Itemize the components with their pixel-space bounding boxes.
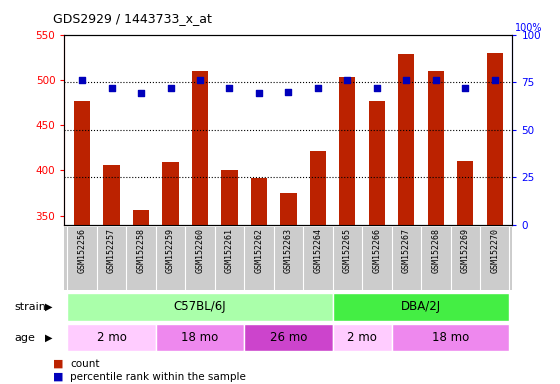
Point: [195, 77, 204, 83]
Bar: [133, 210, 149, 225]
Bar: [368, 101, 385, 225]
Bar: [398, 55, 414, 225]
Point: [343, 77, 352, 83]
Text: GSM152263: GSM152263: [284, 228, 293, 273]
Point: [372, 85, 381, 91]
Text: GSM152269: GSM152269: [461, 228, 470, 273]
Text: 18 mo: 18 mo: [181, 331, 218, 344]
Text: GSM152264: GSM152264: [314, 228, 323, 273]
Text: 18 mo: 18 mo: [432, 331, 469, 344]
Bar: [192, 71, 208, 225]
Bar: [428, 71, 444, 225]
Point: [461, 85, 470, 91]
Bar: [310, 151, 326, 225]
Point: [78, 77, 87, 83]
Bar: [67, 324, 156, 351]
Point: [254, 90, 263, 96]
Bar: [487, 53, 503, 225]
Bar: [339, 77, 356, 225]
Text: GSM152257: GSM152257: [107, 228, 116, 273]
Text: 100%: 100%: [515, 23, 543, 33]
Bar: [391, 324, 510, 351]
Text: GSM152259: GSM152259: [166, 228, 175, 273]
Text: ▶: ▶: [45, 302, 52, 312]
Text: GSM152270: GSM152270: [490, 228, 499, 273]
Text: GDS2929 / 1443733_x_at: GDS2929 / 1443733_x_at: [53, 12, 212, 25]
Text: GSM152262: GSM152262: [254, 228, 263, 273]
Bar: [333, 324, 391, 351]
Text: strain: strain: [14, 302, 46, 312]
Text: percentile rank within the sample: percentile rank within the sample: [70, 372, 246, 382]
Text: C57BL/6J: C57BL/6J: [174, 300, 226, 313]
Text: age: age: [14, 333, 35, 343]
Text: GSM152268: GSM152268: [431, 228, 440, 273]
Text: GSM152258: GSM152258: [137, 228, 146, 273]
Text: ■: ■: [53, 359, 64, 369]
Text: 2 mo: 2 mo: [347, 331, 377, 344]
Bar: [104, 165, 120, 225]
Bar: [162, 162, 179, 225]
Text: GSM152260: GSM152260: [195, 228, 204, 273]
Text: DBA/2J: DBA/2J: [401, 300, 441, 313]
Bar: [244, 324, 333, 351]
Bar: [67, 293, 333, 321]
Point: [402, 77, 411, 83]
Text: count: count: [70, 359, 100, 369]
Bar: [281, 193, 296, 225]
Bar: [333, 293, 510, 321]
Text: GSM152266: GSM152266: [372, 228, 381, 273]
Bar: [251, 177, 267, 225]
Text: ▶: ▶: [45, 333, 52, 343]
Point: [284, 89, 293, 95]
Text: 26 mo: 26 mo: [270, 331, 307, 344]
Point: [431, 77, 440, 83]
Point: [137, 90, 146, 96]
Text: GSM152256: GSM152256: [78, 228, 87, 273]
Bar: [221, 170, 237, 225]
Text: ■: ■: [53, 372, 64, 382]
Bar: [156, 324, 244, 351]
Text: GSM152267: GSM152267: [402, 228, 411, 273]
Text: GSM152261: GSM152261: [225, 228, 234, 273]
Bar: [74, 101, 90, 225]
Point: [225, 85, 234, 91]
Point: [490, 77, 499, 83]
Text: GSM152265: GSM152265: [343, 228, 352, 273]
Text: 2 mo: 2 mo: [97, 331, 127, 344]
Point: [107, 85, 116, 91]
Bar: [457, 161, 473, 225]
Point: [314, 85, 323, 91]
Point: [166, 85, 175, 91]
